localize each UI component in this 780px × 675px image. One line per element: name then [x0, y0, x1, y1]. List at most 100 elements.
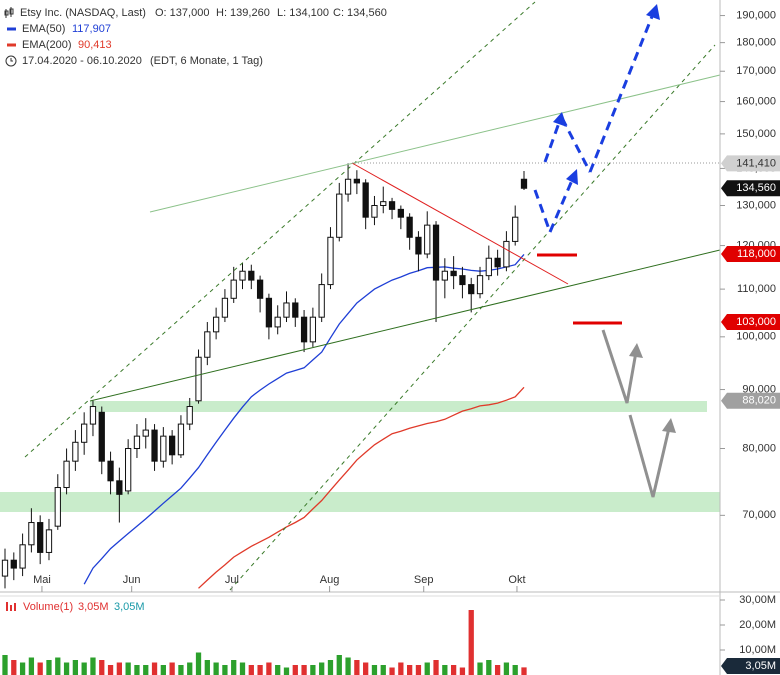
volume-bar	[503, 662, 510, 675]
quote-label: O: 137,000	[155, 7, 209, 19]
volume-bar	[301, 665, 307, 675]
volume-bar	[380, 665, 386, 675]
volume-bar	[151, 662, 158, 675]
volume-bar	[37, 662, 43, 675]
candle-body	[476, 275, 484, 295]
volume-bar	[63, 662, 70, 675]
volume-bar	[231, 660, 237, 675]
volume-bar	[257, 665, 263, 675]
candle-body	[107, 460, 114, 482]
volume-bar	[222, 665, 228, 675]
candle-body	[1, 559, 9, 577]
volume-bar	[327, 660, 334, 675]
volume-bar	[99, 660, 105, 675]
candle-body	[485, 257, 492, 277]
candle-body	[204, 331, 211, 358]
volume-value: 3,05M	[114, 601, 145, 613]
volume-bar	[371, 665, 378, 675]
candle-body	[503, 240, 510, 268]
volume-bar	[213, 662, 219, 675]
volume-bar	[81, 662, 87, 675]
candle-body	[151, 429, 158, 462]
trend-line	[89, 249, 721, 402]
candle-body	[380, 201, 387, 207]
scenario-arrows	[533, 13, 655, 233]
volume-bar	[521, 667, 527, 675]
legend-value: 117,907	[72, 23, 111, 35]
y-tick-label: 130,000	[736, 199, 776, 211]
candle-body	[221, 297, 229, 318]
volume-label: Volume(1)	[23, 601, 73, 613]
marker-box	[721, 180, 780, 197]
period-note: (EDT, 6 Monate, 1 Tag)	[150, 55, 263, 67]
marker-box	[721, 155, 780, 172]
marker-label: 141,410	[736, 157, 776, 169]
volume-bar	[477, 662, 483, 675]
candle-body	[494, 257, 501, 268]
plot	[1, 163, 528, 675]
y-tick-label: 110,000	[737, 283, 776, 295]
y-tick-label: 10,00M	[739, 644, 776, 656]
candle-body	[432, 224, 440, 281]
candle-body	[450, 270, 457, 277]
arrow-heads	[629, 343, 676, 433]
volume-bar	[450, 665, 457, 675]
arrow-head	[566, 169, 578, 185]
arrow-head	[553, 112, 567, 127]
channel-line	[229, 44, 716, 591]
volume-bar	[266, 662, 272, 675]
y-tick-label: 100,000	[736, 331, 776, 343]
marker-box	[721, 314, 780, 331]
y-tick-label: 70,000	[742, 509, 776, 521]
quote-label: L: 134,100	[277, 7, 329, 19]
arrow	[628, 414, 671, 498]
y-tick-label: 160,000	[736, 95, 776, 107]
x-tick-label: Sep	[414, 574, 434, 586]
volume-bar	[345, 657, 351, 675]
price-marker: 103,000	[721, 314, 780, 331]
quote-label: H: 139,260	[216, 7, 270, 19]
price-marker: 118,000	[721, 245, 780, 262]
candle-body	[98, 411, 105, 462]
volume-bar	[433, 660, 439, 675]
volume-bar	[2, 655, 8, 675]
candle-body	[371, 205, 378, 218]
y-tick-label: 80,000	[742, 442, 776, 454]
marker-label: 88,020	[742, 395, 776, 407]
trend-line	[351, 162, 569, 285]
arrow	[560, 117, 592, 173]
volume-bar	[354, 660, 360, 675]
volume-bar	[195, 652, 202, 675]
volume-bar	[169, 662, 175, 675]
volume-bar	[143, 665, 149, 675]
volume-bar	[292, 665, 298, 675]
volume-bar	[310, 665, 316, 675]
support-zone	[0, 492, 720, 512]
y-tick-label: 180,000	[736, 37, 776, 49]
marker-box	[721, 392, 780, 409]
x-tick-label: Jun	[123, 574, 141, 586]
candle-body	[230, 279, 237, 299]
candle-body	[459, 275, 466, 286]
volume-bar	[424, 662, 430, 675]
x-tick-label: Okt	[508, 574, 525, 586]
candle-body	[72, 441, 79, 462]
candle-body	[239, 270, 246, 281]
axes: 70,00080,00090,000100,000110,000120,0001…	[33, 9, 780, 674]
volume-bar	[204, 660, 210, 675]
candle-body	[388, 201, 396, 210]
x-tick-label: Aug	[320, 574, 340, 586]
marker-box	[721, 658, 780, 674]
volume-bar	[442, 665, 448, 675]
volume-bar	[178, 665, 184, 675]
arrow	[588, 13, 655, 173]
volume-bar	[459, 667, 466, 675]
y-tick-label: 20,00M	[739, 619, 776, 631]
volume-bar	[486, 660, 492, 675]
arrow	[601, 329, 638, 404]
arrow-head	[646, 4, 660, 20]
arrow-head	[662, 418, 676, 433]
candle-body	[292, 302, 299, 318]
volume-bar	[319, 662, 325, 675]
candle-body	[274, 316, 281, 328]
